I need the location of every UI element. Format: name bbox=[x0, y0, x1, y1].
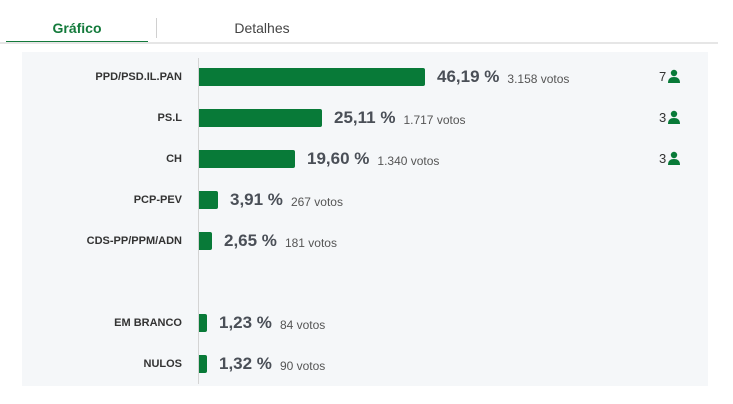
percent-label: 19,60 % bbox=[307, 149, 370, 168]
party-label: PPD/PSD.IL.PAN bbox=[95, 71, 182, 83]
party-label: PCP-PEV bbox=[133, 194, 182, 206]
result-bar bbox=[199, 191, 218, 209]
result-row: NULOS 1,32 % 90 votos bbox=[0, 353, 720, 375]
result-bar bbox=[199, 314, 207, 332]
votes-label: 84 votos bbox=[279, 318, 326, 332]
result-row: CDS-PP/PPM/ADN 2,65 % 181 votos bbox=[0, 230, 720, 252]
tab-separator bbox=[156, 18, 157, 38]
percent-label: 3,91 % bbox=[230, 190, 283, 209]
party-label: PS.L bbox=[157, 112, 182, 124]
percent-label: 25,11 % bbox=[334, 108, 396, 127]
tab-underline bbox=[0, 42, 718, 44]
seats-count: 3 bbox=[659, 148, 681, 170]
tab-bar: Gráfico Detalhes bbox=[0, 0, 733, 44]
person-icon bbox=[668, 69, 681, 83]
tab-detalhes[interactable]: Detalhes bbox=[234, 20, 290, 36]
result-bar bbox=[199, 150, 295, 168]
party-label: CDS-PP/PPM/ADN bbox=[86, 235, 182, 247]
seats-count: 7 bbox=[659, 66, 681, 88]
votes-label: 90 votos bbox=[279, 359, 326, 373]
result-row: PS.L 25,11 % 1.717 votos 3 bbox=[0, 107, 720, 129]
results-panel bbox=[22, 52, 708, 386]
chart-axis bbox=[198, 58, 199, 384]
result-bar bbox=[199, 355, 207, 373]
person-icon bbox=[668, 110, 681, 124]
result-bar bbox=[199, 232, 212, 250]
votes-label: 3.158 votos bbox=[507, 72, 570, 86]
seats-count: 3 bbox=[659, 107, 681, 129]
result-bar bbox=[199, 68, 425, 86]
party-label: NULOS bbox=[143, 358, 183, 370]
result-row: PCP-PEV 3,91 % 267 votos bbox=[0, 189, 720, 211]
result-bar bbox=[199, 109, 322, 127]
percent-label: 2,65 % bbox=[224, 231, 277, 250]
percent-label: 1,23 % bbox=[219, 313, 272, 332]
person-icon bbox=[668, 151, 681, 165]
percent-label: 1,32 % bbox=[219, 354, 272, 373]
votes-label: 1.717 votos bbox=[403, 113, 466, 127]
votes-label: 267 votos bbox=[290, 195, 343, 209]
seats-number: 3 bbox=[659, 110, 667, 125]
votes-label: 181 votos bbox=[284, 236, 337, 250]
result-row: PPD/PSD.IL.PAN 46,19 % 3.158 votos 7 bbox=[0, 66, 720, 88]
result-row: CH 19,60 % 1.340 votos 3 bbox=[0, 148, 720, 170]
seats-number: 3 bbox=[659, 151, 667, 166]
seats-number: 7 bbox=[659, 69, 667, 84]
party-label: CH bbox=[166, 153, 182, 165]
tab-grafico[interactable]: Gráfico bbox=[6, 0, 148, 44]
party-label: EM BRANCO bbox=[114, 317, 182, 329]
result-row: EM BRANCO 1,23 % 84 votos bbox=[0, 312, 720, 334]
votes-label: 1.340 votos bbox=[377, 154, 440, 168]
percent-label: 46,19 % bbox=[437, 67, 500, 86]
